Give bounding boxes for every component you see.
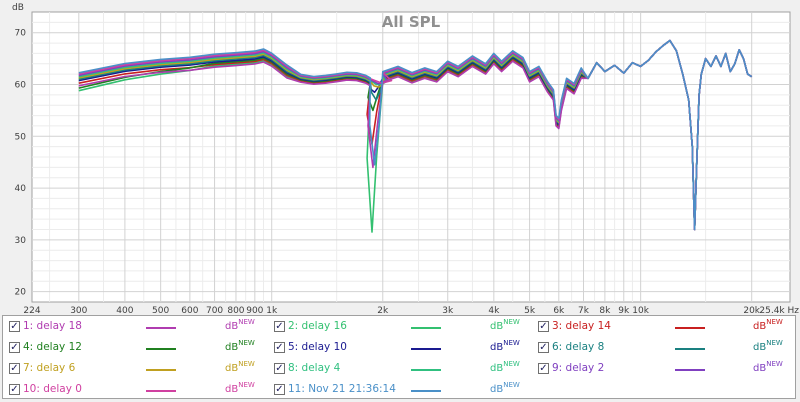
legend-swatch — [146, 390, 176, 392]
legend-unit: dBNEW — [225, 318, 255, 332]
legend-item: ✓ 4: delay 12 dBNEW — [3, 338, 793, 359]
legend-label: 8: delay 4 — [288, 362, 341, 374]
legend-checkbox[interactable]: ✓ — [9, 384, 20, 395]
legend-badge: NEW — [766, 339, 783, 347]
legend-label: 4: delay 12 — [23, 341, 82, 353]
legend-unit: dBNEW — [753, 339, 783, 353]
legend-checkbox[interactable]: ✓ — [274, 321, 285, 332]
legend-item: ✓ 5: delay 10 dBNEW — [3, 338, 793, 359]
x-tick-label: 5k — [524, 306, 536, 313]
chart-panel: 224 300 400 500 600 700 800 900 1k 2k 3k 4k 5k 6k 7k 8k… — [12, 3, 799, 313]
x-tick-label: 8k — [599, 306, 611, 313]
legend-checkbox[interactable]: ✓ — [9, 363, 20, 374]
legend-badge: NEW — [766, 360, 783, 368]
legend-checkbox[interactable]: ✓ — [538, 363, 549, 374]
spl-chart: 224 300 400 500 600 700 800 900 1k 2k 3k 4k 5k 6k 7k 8k… — [12, 3, 799, 313]
legend-badge: NEW — [503, 339, 520, 347]
legend-checkbox[interactable]: ✓ — [274, 342, 285, 353]
legend-unit: dBNEW — [225, 360, 255, 374]
legend-unit: dBNEW — [490, 360, 520, 374]
x-tick-label: 500 — [152, 306, 169, 313]
legend-badge: NEW — [503, 360, 520, 368]
legend-label: 7: delay 6 — [23, 362, 76, 374]
chart-title: All SPL — [382, 13, 441, 31]
x-tick-label: 4k — [488, 306, 500, 313]
legend-label: 5: delay 10 — [288, 341, 347, 353]
legend-unit: dBNEW — [225, 381, 255, 395]
series-group — [78, 39, 753, 233]
y-tick-label: 20 — [15, 288, 27, 298]
legend-swatch — [146, 327, 176, 329]
legend-unit: dBNEW — [490, 318, 520, 332]
legend-badge: NEW — [503, 318, 520, 326]
legend-swatch — [411, 348, 441, 350]
legend-label: 3: delay 14 — [552, 320, 611, 332]
legend-unit: dBNEW — [225, 339, 255, 353]
legend-checkbox[interactable]: ✓ — [538, 342, 549, 353]
legend-label: 2: delay 16 — [288, 320, 347, 332]
legend-item: ✓ 9: delay 2 dBNEW — [3, 359, 793, 380]
legend-swatch — [411, 390, 441, 392]
legend-item: ✓ 6: delay 8 dBNEW — [3, 338, 793, 359]
legend-item: ✓ 8: delay 4 dBNEW — [3, 359, 793, 380]
legend-label: 11: Nov 21 21:36:14 — [288, 383, 396, 395]
legend-panel: ✓ 1: delay 18 dBNEW ✓ 2: delay 16 dBNEW ✓ 3: de… — [2, 315, 796, 399]
legend-badge: NEW — [766, 318, 783, 326]
y-tick-label: 60 — [15, 81, 27, 91]
legend-item: ✓ 2: delay 16 dBNEW — [3, 317, 793, 338]
legend-label: 10: delay 0 — [23, 383, 82, 395]
legend-checkbox[interactable]: ✓ — [538, 321, 549, 332]
y-tick-label: 70 — [15, 29, 27, 39]
y-axis-label: dB — [12, 3, 24, 13]
legend-swatch — [675, 327, 705, 329]
x-tick-label: 9k — [618, 306, 630, 313]
x-tick-label: 20k — [743, 306, 760, 313]
legend-badge: NEW — [503, 381, 520, 389]
y-tick-label: 30 — [15, 236, 27, 246]
legend-unit: dBNEW — [490, 339, 520, 353]
x-tick-label: 224 — [23, 306, 40, 313]
x-tick-label: 700 — [206, 306, 223, 313]
legend-label: 9: delay 2 — [552, 362, 605, 374]
legend-item: ✓ 3: delay 14 dBNEW — [3, 317, 793, 338]
legend-checkbox[interactable]: ✓ — [9, 342, 20, 353]
y-tick-label: 40 — [15, 184, 27, 194]
legend-unit: dBNEW — [753, 318, 783, 332]
legend-swatch — [411, 327, 441, 329]
legend-unit: dBNEW — [490, 381, 520, 395]
legend-checkbox[interactable]: ✓ — [274, 384, 285, 395]
legend-label: 6: delay 8 — [552, 341, 605, 353]
legend-item: ✓ 10: delay 0 dBNEW — [3, 380, 793, 401]
legend-badge: NEW — [238, 318, 255, 326]
legend-unit: dBNEW — [753, 360, 783, 374]
legend-badge: NEW — [238, 381, 255, 389]
x-tick-label: 400 — [116, 306, 133, 313]
y-tick-label: 50 — [15, 132, 27, 142]
legend-swatch — [675, 369, 705, 371]
x-tick-label: 800 — [227, 306, 244, 313]
x-tick-label: 6k — [553, 306, 565, 313]
legend-badge: NEW — [238, 360, 255, 368]
x-tick-label: 3k — [442, 306, 454, 313]
x-tick-label: 2k — [377, 306, 389, 313]
legend-swatch — [675, 348, 705, 350]
legend-swatch — [146, 348, 176, 350]
x-tick-label: 600 — [181, 306, 198, 313]
legend-checkbox[interactable]: ✓ — [274, 363, 285, 374]
series-line — [78, 39, 753, 231]
legend-swatch — [411, 369, 441, 371]
x-tick-label: 25,4k Hz — [759, 306, 799, 313]
x-tick-label: 900 — [246, 306, 263, 313]
legend-badge: NEW — [238, 339, 255, 347]
legend-item: ✓ 7: delay 6 dBNEW — [3, 359, 793, 380]
legend-label: 1: delay 18 — [23, 320, 82, 332]
legend-item: ✓ 11: Nov 21 21:36:14 dBNEW — [3, 380, 793, 401]
legend-checkbox[interactable]: ✓ — [9, 321, 20, 332]
x-tick-label: 7k — [578, 306, 590, 313]
x-tick-label: 1k — [266, 306, 278, 313]
x-tick-label: 10k — [632, 306, 649, 313]
x-tick-label: 300 — [70, 306, 87, 313]
legend-swatch — [146, 369, 176, 371]
legend-item: ✓ 1: delay 18 dBNEW — [3, 317, 793, 338]
